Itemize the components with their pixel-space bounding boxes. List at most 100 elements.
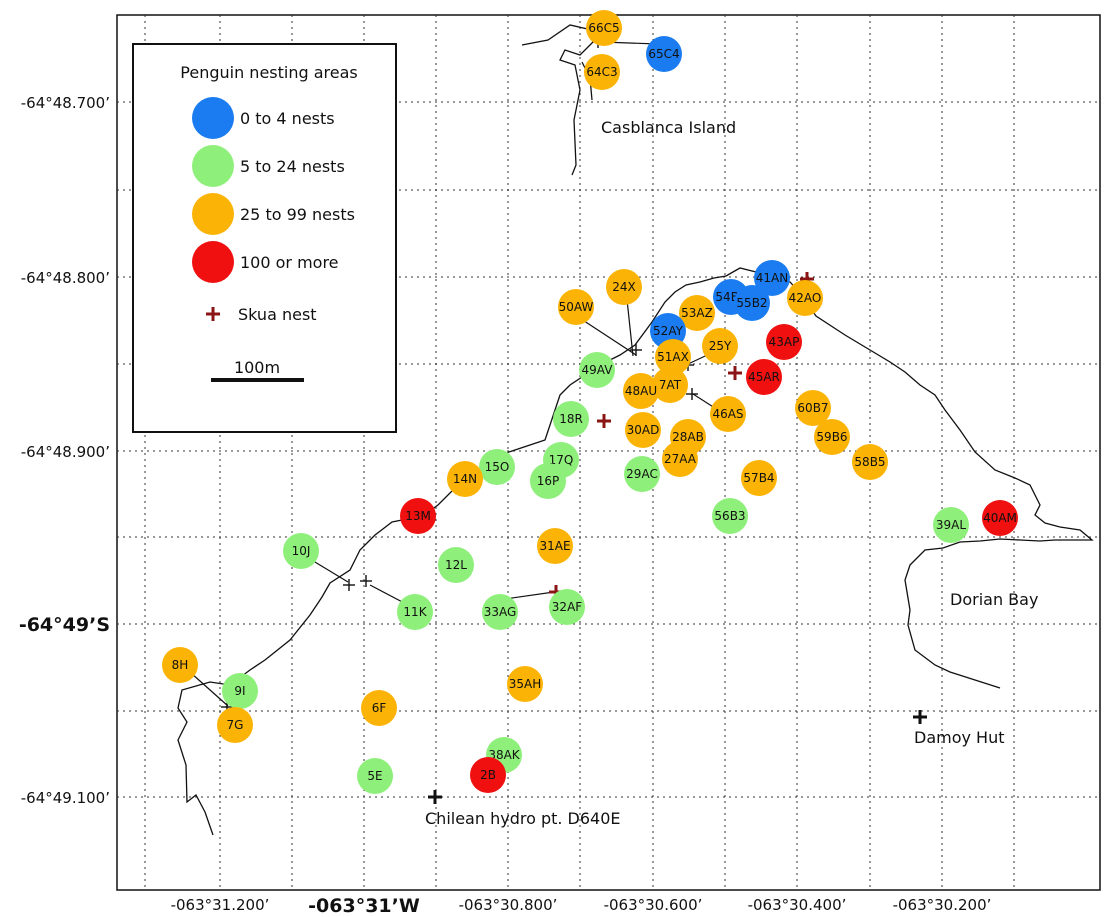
colony-marker: 6F <box>361 690 397 726</box>
colony-marker: 12L <box>438 547 474 583</box>
colony-circle <box>679 295 715 331</box>
colony-marker: 14N <box>447 461 483 497</box>
colony-marker: 39AL <box>933 507 969 543</box>
colony-circle <box>766 324 802 360</box>
lon-tick-label: -063°30.200’ <box>893 896 992 914</box>
colony-label: 41AN <box>756 271 788 285</box>
colony-marker: 11K <box>397 594 433 630</box>
colony-label: 6F <box>372 701 387 715</box>
legend-swatch-0-4 <box>192 97 234 139</box>
colony-label: 13M <box>405 509 431 523</box>
colony-label: 59B6 <box>816 430 847 444</box>
colony-marker: 59B6 <box>814 419 850 455</box>
colony-marker: 48AU <box>623 373 659 409</box>
colony-marker: 49AV <box>579 352 615 388</box>
lon-tick-label: -063°30.600’ <box>604 896 703 914</box>
colony-marker: 35AH <box>507 666 543 702</box>
legend-title: Penguin nesting areas <box>180 63 357 82</box>
colony-circle <box>814 419 850 455</box>
colony-circle <box>933 507 969 543</box>
colony-label: 64C3 <box>586 65 617 79</box>
colony-label: 27AA <box>664 452 697 466</box>
colony-circle <box>530 463 566 499</box>
colony-marker: 43AP <box>766 324 802 360</box>
place-chilean-hydro-point: Chilean hydro pt. D640E <box>425 809 621 828</box>
colony-label: 46AS <box>712 407 743 421</box>
landmark-markers <box>428 710 927 804</box>
colony-marker: 46AS <box>710 396 746 432</box>
colony-circle <box>646 36 682 72</box>
colony-circle <box>357 758 393 794</box>
colony-label: 32AF <box>552 600 582 614</box>
lon-tick-label: -063°30.400’ <box>748 896 847 914</box>
colony-circle <box>283 533 319 569</box>
colony-marker: 41AN <box>754 260 790 296</box>
colony-label: 66C5 <box>588 21 619 35</box>
colony-marker: 60B7 <box>795 390 831 426</box>
colony-marker: 18R <box>553 401 589 437</box>
colony-marker: 25Y <box>702 328 738 364</box>
colony-marker: 58B5 <box>852 444 888 480</box>
colony-label: 17Q <box>549 453 574 467</box>
legend-swatch-5-24 <box>192 145 234 187</box>
legend-swatch-25-99 <box>192 193 234 235</box>
colony-label: 50AW <box>559 300 594 314</box>
colony-marker: 56B3 <box>712 498 748 534</box>
colony-circle <box>558 289 594 325</box>
colony-label: 7G <box>227 718 244 732</box>
lon-tick-label: -063°31.200’ <box>171 896 270 914</box>
scale-bar-label: 100m <box>234 358 280 377</box>
colony-label: 60B7 <box>797 401 828 415</box>
legend-skua-icon <box>206 307 220 321</box>
colony-label: 55B2 <box>736 296 767 310</box>
colony-label: 16P <box>537 474 560 488</box>
colony-label: 48AU <box>625 384 657 398</box>
colony-circle <box>162 647 198 683</box>
colony-label: 18R <box>559 412 583 426</box>
colony-label: 39AL <box>936 518 966 532</box>
lat-tick-label: -64°49.100’ <box>21 789 110 807</box>
colony-marker: 13M <box>400 498 436 534</box>
colony-circle <box>655 339 691 375</box>
colony-circle <box>787 280 823 316</box>
colony-circle <box>586 10 622 46</box>
colony-circle <box>222 673 258 709</box>
colony-circle <box>217 707 253 743</box>
colony-circle <box>361 690 397 726</box>
colony-label: 45AR <box>748 370 780 384</box>
legend-swatch-100-plus <box>192 241 234 283</box>
colony-label: 12L <box>445 558 467 572</box>
colony-marker: 66C5 <box>586 10 622 46</box>
place-dorian-bay: Dorian Bay <box>950 590 1038 609</box>
legend: Penguin nesting areas 0 to 4 nests 5 to … <box>132 43 397 433</box>
colony-circle <box>584 54 620 90</box>
colony-circle <box>549 589 585 625</box>
colony-label: 11K <box>403 605 427 619</box>
colony-marker: 45AR <box>746 359 782 395</box>
colony-label: 2B <box>480 768 496 782</box>
colony-circle <box>982 500 1018 536</box>
colony-marker: 32AF <box>549 589 585 625</box>
place-casblanca-island: Casblanca Island <box>601 118 736 137</box>
colony-circle <box>702 328 738 364</box>
colony-label: 29AC <box>626 467 658 481</box>
colony-label: 25Y <box>709 339 732 353</box>
colony-marker: 55B2 <box>734 285 770 321</box>
colony-marker: 57B4 <box>741 460 777 496</box>
legend-box <box>132 43 397 433</box>
colony-marker: 10J <box>283 533 319 569</box>
colony-label: 35AH <box>509 677 542 691</box>
colony-circle <box>470 757 506 793</box>
colony-marker: 24X <box>606 269 642 305</box>
lat-tick-label: -64°48.700’ <box>21 94 110 112</box>
colony-label: 65C4 <box>648 47 679 61</box>
colony-circle <box>507 666 543 702</box>
scale-bar <box>211 378 304 382</box>
colony-label: 15O <box>485 460 510 474</box>
colony-label: 43AP <box>769 335 800 349</box>
colony-circle <box>482 594 518 630</box>
colony-marker: 5E <box>357 758 393 794</box>
colony-label: 9I <box>234 684 245 698</box>
colony-marker: 29AC <box>624 456 660 492</box>
colony-circle <box>625 412 661 448</box>
